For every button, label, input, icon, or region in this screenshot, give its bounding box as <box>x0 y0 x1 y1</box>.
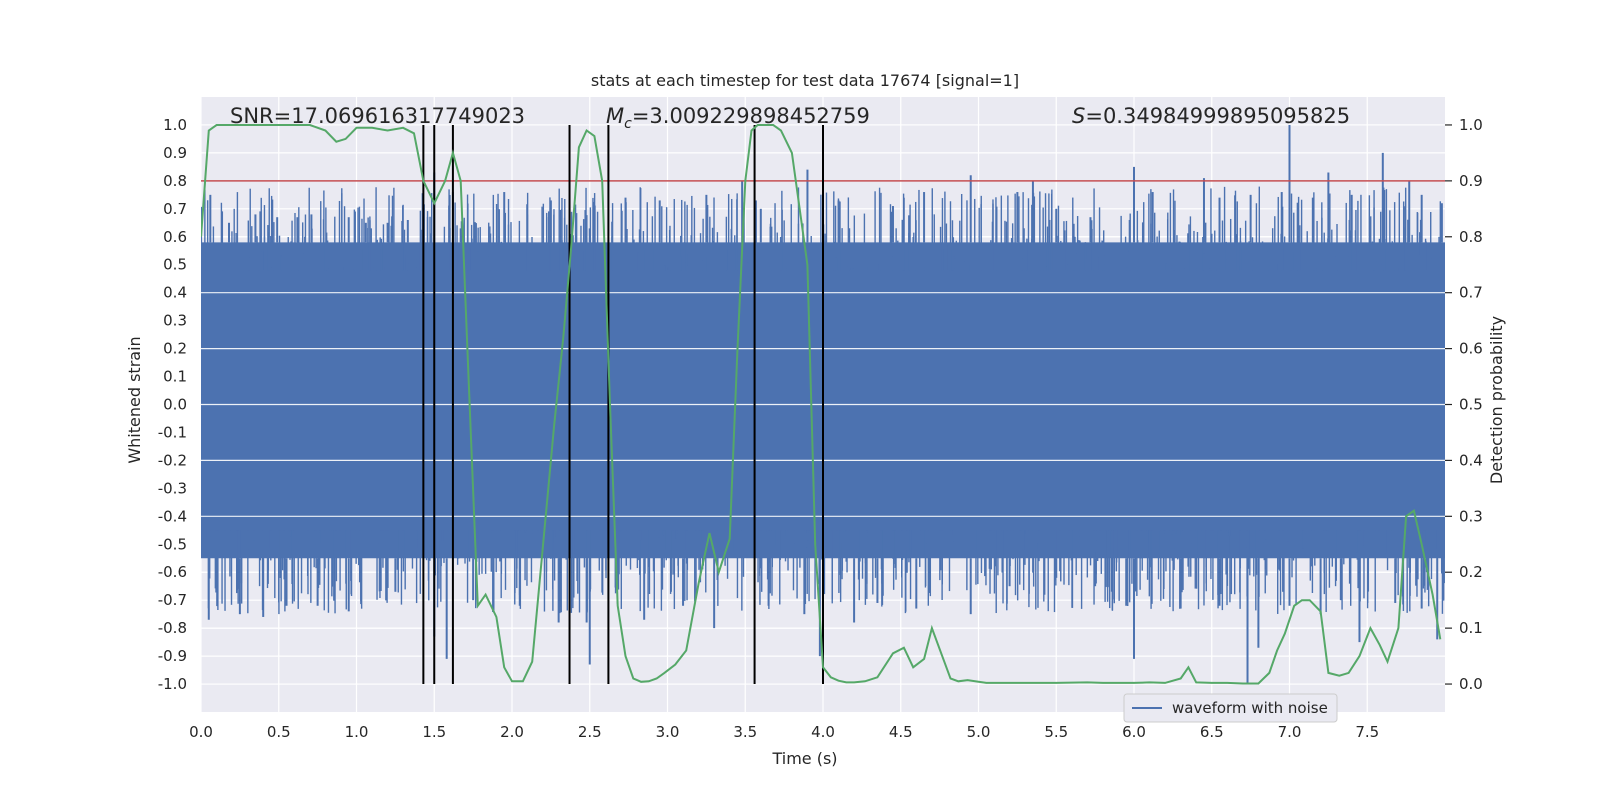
y-tick-label: 0.5 <box>163 256 187 274</box>
x-tick-label: 4.0 <box>811 723 835 741</box>
x-tick-label: 2.0 <box>500 723 524 741</box>
y2-tick-label: 0.1 <box>1459 619 1483 637</box>
legend-box <box>1123 693 1338 723</box>
x-tick-label: 4.5 <box>889 723 913 741</box>
snr-annotation: SNR=17.069616317749023 <box>230 104 525 128</box>
y-tick-label: -0.3 <box>158 479 187 497</box>
s-symbol: S <box>1072 104 1085 128</box>
y-tick-label: -0.7 <box>158 591 187 609</box>
y2-tick-label: 1.0 <box>1459 116 1483 134</box>
y-tick-label: -1.0 <box>158 675 187 693</box>
chirp-mass-value: =3.009229898452759 <box>632 104 870 128</box>
chirp-mass-subscript: c <box>624 116 632 132</box>
x-tick-label: 2.5 <box>578 723 602 741</box>
y-tick-label: -0.9 <box>158 647 187 665</box>
y-tick-label: 0.0 <box>163 396 187 414</box>
y-tick-label: -0.2 <box>158 451 187 469</box>
y-tick-label: 0.2 <box>163 340 187 358</box>
y2-tick-label: 0.7 <box>1459 284 1483 302</box>
y-tick-label: -0.6 <box>158 563 187 581</box>
y-tick-label: -0.8 <box>158 619 187 637</box>
y-tick-label: 0.3 <box>163 312 187 330</box>
y2-tick-label: 0.8 <box>1459 228 1483 246</box>
chirp-mass-symbol: M <box>606 104 624 128</box>
probability-line <box>201 124 1442 685</box>
y-tick-label: 0.9 <box>163 144 187 162</box>
chirp-mass-annotation: Mc=3.009229898452759 <box>606 104 870 132</box>
legend: waveform with noise <box>1123 693 1338 723</box>
plot-area <box>200 97 1445 712</box>
y2-axis-label: Detection probability <box>1487 316 1506 484</box>
x-tick-label: 7.5 <box>1355 723 1379 741</box>
x-tick-label: 1.5 <box>422 723 446 741</box>
y2-tick-label: 0.2 <box>1459 563 1483 581</box>
y-tick-label: -0.1 <box>158 423 187 441</box>
waveform-noise <box>201 186 1445 615</box>
x-tick-label: 0.0 <box>189 723 213 741</box>
s-value: =0.34984999895095825 <box>1085 104 1350 128</box>
y2-tick-label: 0.5 <box>1459 396 1483 414</box>
y-tick-label: 0.1 <box>163 368 187 386</box>
y2-tick-label: 0.3 <box>1459 507 1483 525</box>
y2-tick-label: 0.9 <box>1459 172 1483 190</box>
x-tick-label: 1.0 <box>345 723 369 741</box>
y-axis-label: Whitened strain <box>125 336 144 463</box>
y-tick-label: 0.8 <box>163 172 187 190</box>
x-tick-label: 7.0 <box>1278 723 1302 741</box>
x-tick-label: 5.5 <box>1044 723 1068 741</box>
y2-tick-label: 0.0 <box>1459 675 1483 693</box>
y-tick-label: 0.7 <box>163 200 187 218</box>
chart-title: stats at each timestep for test data 176… <box>591 71 1019 90</box>
y-tick-label: -0.4 <box>158 507 187 525</box>
plot-content <box>201 124 1445 685</box>
x-tick-label: 0.5 <box>267 723 291 741</box>
x-tick-label: 3.0 <box>656 723 680 741</box>
y-tick-label: 1.0 <box>163 116 187 134</box>
y-tick-label: 0.4 <box>163 284 187 302</box>
legend-waveform-label: waveform with noise <box>1172 699 1328 717</box>
axes: 0.0 0.5 1.0 1.5 2.0 2.5 3.0 3.5 4.0 4.5 5.0 5.5 6.0 6… <box>158 116 1483 741</box>
y2-tick-label: 0.6 <box>1459 340 1483 358</box>
y2-tick-label: 0.4 <box>1459 451 1483 469</box>
x-tick-label: 6.0 <box>1122 723 1146 741</box>
x-tick-label: 6.5 <box>1200 723 1224 741</box>
x-tick-label: 3.5 <box>733 723 757 741</box>
y-tick-label: -0.5 <box>158 535 187 553</box>
s-annotation: S=0.34984999895095825 <box>1072 104 1350 128</box>
y-tick-label: 0.6 <box>163 228 187 246</box>
x-axis-label: Time (s) <box>771 749 837 768</box>
x-tick-label: 5.0 <box>967 723 991 741</box>
